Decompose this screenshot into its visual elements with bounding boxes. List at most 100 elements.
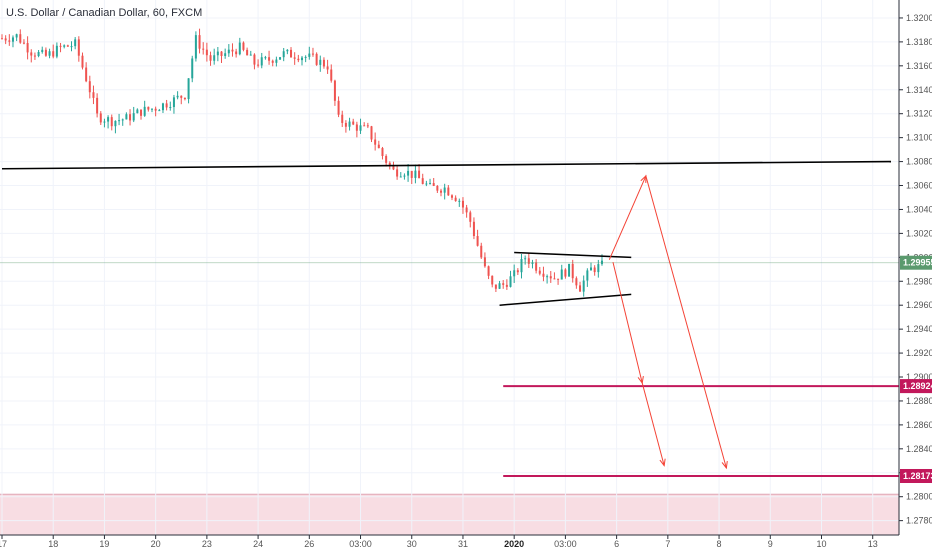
candle-up (260, 57, 263, 66)
price-tick-label: 1.32000 (906, 13, 932, 23)
candle-down (341, 114, 344, 123)
candle-down (44, 49, 47, 56)
price-tick-label: 1.29600 (906, 300, 932, 310)
candle-down (22, 42, 25, 44)
candle-up (187, 78, 190, 100)
triangle-lower-line[interactable] (499, 293, 632, 306)
candle-down (96, 97, 99, 114)
candle-up (70, 46, 73, 48)
candle-down (480, 245, 483, 258)
candle-down (129, 114, 132, 121)
candle-up (407, 170, 410, 176)
candle-down (461, 200, 464, 208)
price-tick-label: 1.29200 (906, 348, 932, 358)
chart-title: U.S. Dollar / Canadian Dollar, 60, FXCM (6, 7, 202, 19)
candle-down (454, 197, 457, 202)
time-tick-label: 23 (202, 539, 212, 549)
candle-up (213, 55, 216, 61)
candle-up (282, 51, 285, 58)
candle-up (125, 114, 128, 120)
candle-down (88, 81, 91, 93)
candle-down (66, 45, 69, 47)
candle-down (385, 155, 388, 163)
candle-down (440, 190, 443, 193)
candle-up (429, 183, 432, 185)
candle-down (494, 284, 497, 289)
price-tick-label: 1.30600 (906, 181, 932, 191)
candle-up (41, 49, 44, 53)
projection-arrowhead (640, 174, 647, 183)
candle-down (326, 66, 329, 70)
candle-down (542, 273, 545, 277)
candle-up (498, 283, 501, 289)
triangle-upper-line[interactable] (514, 251, 632, 259)
candle-down (465, 207, 468, 213)
current-price-tag-bg (900, 255, 932, 270)
projection-arrowhead (637, 376, 644, 385)
candle-down (344, 122, 347, 127)
current-price-tag-text: 1.29955 (903, 258, 932, 268)
candle-down (140, 109, 143, 116)
candle-up (275, 59, 278, 63)
price-tick-label: 1.31000 (906, 133, 932, 143)
level-price-tag-bg (900, 468, 932, 483)
candle-up (238, 42, 241, 55)
candle-down (311, 53, 314, 55)
candle-down (366, 125, 369, 127)
candle-down (268, 57, 271, 61)
drawing-tools[interactable] (0, 160, 899, 477)
price-tick-label: 1.27800 (906, 516, 932, 526)
candle-down (242, 42, 245, 50)
candle-down (505, 284, 508, 287)
time-axis[interactable]: 17 18 19 20 23 24 26 03:00 30 31 2020 03:00 6 7 8 9 10 13 (0, 535, 878, 549)
candle-up (103, 121, 106, 123)
candle-down (392, 165, 395, 170)
candle-up (513, 270, 516, 277)
candle-down (432, 183, 435, 186)
grid-lines (0, 0, 899, 535)
candle-down (30, 52, 33, 56)
resistance-trendline[interactable] (1, 160, 892, 170)
candle-up (11, 37, 14, 42)
projection-arrowhead (659, 458, 666, 467)
candle-down (220, 51, 223, 56)
candle-up (279, 57, 282, 60)
level-price-tag-bg (900, 379, 932, 394)
candle-down (205, 49, 208, 56)
price-tick-label: 1.28400 (906, 444, 932, 454)
candle-down (0, 38, 4, 40)
level-price-tag-text: 1.28173 (903, 471, 932, 481)
candle-down (8, 40, 11, 42)
candle-up (132, 113, 135, 121)
candle-down (557, 278, 560, 280)
candle-down (553, 278, 556, 280)
candle-up (158, 110, 161, 112)
price-axis[interactable]: 1.32000 1.31800 1.31600 1.31400 1.31200 1.310… (899, 13, 932, 526)
candle-down (579, 285, 582, 292)
candle-down (110, 117, 113, 127)
time-tick-label: 2020 (504, 539, 524, 549)
candle-down (253, 54, 256, 65)
candle-down (388, 162, 391, 166)
candle-down (436, 185, 439, 191)
candle-down (516, 270, 519, 273)
candle-down (476, 236, 479, 246)
candle-down (85, 67, 88, 82)
candle-up (176, 95, 179, 98)
candle-down (202, 48, 205, 50)
candle-down (472, 221, 475, 237)
candle-down (352, 121, 355, 125)
time-tick-label: 17 (0, 539, 7, 549)
candle-up (509, 276, 512, 287)
candle-up (597, 264, 600, 273)
price-tick-label: 1.30200 (906, 228, 932, 238)
candle-down (421, 178, 424, 184)
candle-down (77, 39, 80, 56)
candle-up (319, 59, 322, 65)
candle-up (458, 200, 461, 202)
candle-up (194, 35, 197, 59)
candle-up (191, 58, 194, 79)
candle-down (593, 267, 596, 273)
time-tick-label: 24 (253, 539, 263, 549)
